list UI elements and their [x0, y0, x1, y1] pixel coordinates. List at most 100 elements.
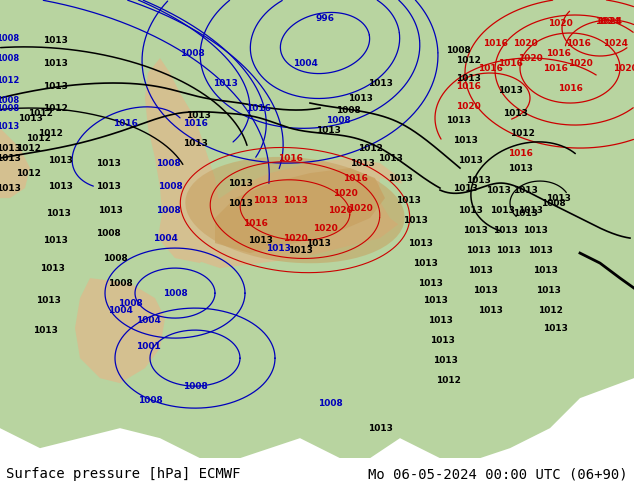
Text: 1013: 1013 — [228, 178, 252, 188]
Text: 1013: 1013 — [446, 116, 470, 124]
Text: 1013: 1013 — [432, 356, 458, 365]
Text: 1013: 1013 — [453, 184, 477, 193]
Text: 1013: 1013 — [306, 239, 330, 247]
Text: 1013: 1013 — [467, 266, 493, 274]
Text: 1013: 1013 — [228, 198, 252, 208]
Text: 1013: 1013 — [396, 196, 420, 204]
Text: 1013: 1013 — [517, 206, 543, 215]
Text: 1016: 1016 — [183, 119, 207, 127]
Text: 1013: 1013 — [493, 225, 517, 235]
Text: 1013: 1013 — [527, 245, 552, 255]
Text: 1008: 1008 — [326, 116, 351, 124]
Text: 1013: 1013 — [423, 295, 448, 305]
Text: 1016: 1016 — [566, 39, 590, 48]
Text: 1013: 1013 — [98, 206, 122, 215]
Text: 1013: 1013 — [368, 78, 392, 88]
Text: 1016: 1016 — [543, 64, 567, 73]
Text: 1008: 1008 — [0, 96, 20, 104]
Text: 1013: 1013 — [36, 295, 60, 305]
Text: 1013: 1013 — [349, 159, 375, 168]
Text: 1016: 1016 — [113, 119, 138, 127]
Polygon shape — [75, 278, 165, 383]
Text: Mo 06-05-2024 00:00 UTC (06+90): Mo 06-05-2024 00:00 UTC (06+90) — [368, 467, 628, 481]
Text: 1013: 1013 — [42, 35, 67, 45]
Text: 1013: 1013 — [498, 86, 522, 95]
Polygon shape — [378, 178, 500, 268]
Text: 1004: 1004 — [108, 306, 133, 315]
Text: 1016: 1016 — [278, 153, 302, 163]
Text: 1013: 1013 — [183, 139, 207, 147]
Text: 1012: 1012 — [436, 376, 460, 385]
Text: 1012: 1012 — [0, 75, 20, 85]
Text: 1013: 1013 — [46, 209, 70, 218]
Text: 1013: 1013 — [458, 206, 482, 215]
Text: 1016: 1016 — [243, 219, 268, 227]
Text: 1008: 1008 — [335, 105, 360, 115]
Text: 1020: 1020 — [548, 19, 573, 27]
Text: 1013: 1013 — [39, 264, 65, 272]
Text: 1013: 1013 — [48, 155, 72, 165]
Polygon shape — [425, 88, 490, 183]
Text: 1020: 1020 — [347, 203, 372, 213]
Text: 1016: 1016 — [557, 83, 583, 93]
Text: 1013: 1013 — [512, 209, 538, 218]
Text: 1013: 1013 — [508, 164, 533, 172]
Text: 1016: 1016 — [482, 39, 507, 48]
Polygon shape — [0, 0, 30, 198]
Text: 1024: 1024 — [595, 17, 621, 25]
Text: 1013: 1013 — [186, 111, 210, 120]
Text: 1013: 1013 — [503, 109, 527, 118]
Text: 1013: 1013 — [543, 323, 567, 333]
Text: 1012: 1012 — [456, 55, 481, 65]
Text: 1012: 1012 — [42, 103, 67, 113]
Ellipse shape — [185, 157, 404, 263]
Text: 1004: 1004 — [136, 316, 160, 324]
Text: 1013: 1013 — [387, 173, 413, 183]
Text: 1013: 1013 — [465, 245, 491, 255]
Text: 1013: 1013 — [347, 94, 372, 102]
Text: 1013: 1013 — [32, 326, 58, 335]
Text: 1013: 1013 — [486, 186, 510, 195]
Text: 1008: 1008 — [108, 279, 133, 288]
Text: 1008: 1008 — [163, 289, 188, 297]
Text: 996: 996 — [316, 14, 335, 23]
Text: 1008: 1008 — [96, 228, 120, 238]
Text: 1013: 1013 — [453, 136, 477, 145]
Text: 1012: 1012 — [510, 128, 534, 138]
Text: 1020: 1020 — [567, 58, 592, 68]
Text: 1013: 1013 — [0, 153, 20, 163]
Text: 1013: 1013 — [0, 122, 20, 130]
Text: 1020: 1020 — [313, 223, 337, 233]
Text: 1013: 1013 — [533, 266, 557, 274]
Text: 1013: 1013 — [477, 306, 502, 315]
Text: 1020: 1020 — [517, 53, 542, 63]
Text: 1013: 1013 — [458, 155, 482, 165]
Text: 1020: 1020 — [333, 189, 358, 197]
Polygon shape — [525, 108, 570, 158]
Text: 1013: 1013 — [368, 424, 392, 433]
Text: 1008: 1008 — [446, 46, 470, 54]
Text: 1013: 1013 — [266, 244, 290, 252]
Text: 1016: 1016 — [342, 173, 368, 183]
Text: 1008: 1008 — [155, 206, 181, 215]
Text: 1013: 1013 — [456, 74, 481, 82]
Text: 1008: 1008 — [103, 254, 127, 263]
Text: 1012: 1012 — [358, 144, 382, 152]
Text: 1008: 1008 — [118, 298, 143, 308]
Text: 1020: 1020 — [456, 101, 481, 111]
Text: 1013: 1013 — [0, 184, 20, 193]
Text: 1013: 1013 — [522, 225, 547, 235]
Text: 1008: 1008 — [158, 182, 183, 191]
Text: 1020: 1020 — [328, 206, 353, 215]
Text: 1013: 1013 — [427, 316, 453, 324]
Text: 1008: 1008 — [0, 33, 20, 43]
Text: 1008: 1008 — [179, 49, 204, 57]
Text: 1013: 1013 — [42, 236, 67, 245]
Text: 1013: 1013 — [408, 239, 432, 247]
Polygon shape — [145, 58, 220, 263]
Text: 1012: 1012 — [27, 109, 53, 118]
Polygon shape — [215, 168, 385, 253]
Text: 1016: 1016 — [245, 103, 271, 113]
Text: 1001: 1001 — [136, 342, 160, 351]
Text: 1013: 1013 — [496, 245, 521, 255]
